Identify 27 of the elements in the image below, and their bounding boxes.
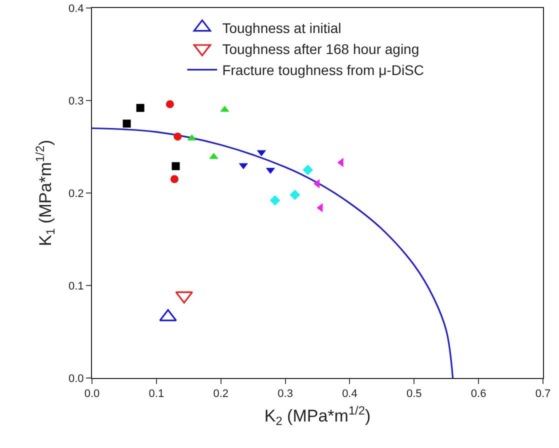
point xyxy=(170,175,178,184)
point xyxy=(136,104,144,112)
point xyxy=(174,132,182,141)
x-tick-label: 0.5 xyxy=(406,388,422,400)
y-tick-label: 0.0 xyxy=(68,372,84,385)
point xyxy=(122,120,131,128)
legend-label: Fracture toughness from μ-DiSC xyxy=(222,62,424,78)
y-tick-label: 0.3 xyxy=(68,95,84,108)
x-axis-title: K$_{2}$ (MPa*m$^{1/2}$) xyxy=(264,403,371,428)
point xyxy=(166,100,174,108)
point xyxy=(270,195,280,206)
x-tick-label: 0.0 xyxy=(84,388,100,400)
legend-label: Toughness at initial xyxy=(222,20,342,36)
line-series xyxy=(92,127,454,378)
x-tick-label: 0.4 xyxy=(342,388,358,400)
x-tick-label: 0.2 xyxy=(213,388,229,400)
point xyxy=(172,162,180,170)
legend-label: Toughness after 168 hour aging xyxy=(222,40,420,57)
point xyxy=(302,164,314,176)
x-tick-label: 0.7 xyxy=(535,388,551,400)
y-tick-label: 0.1 xyxy=(68,280,84,292)
point xyxy=(290,190,300,200)
x-tick-label: 0.1 xyxy=(148,388,164,400)
x-tick-label: 0.6 xyxy=(470,388,486,400)
y-tick-label: 0.4 xyxy=(68,2,84,15)
x-tick-label: 0.3 xyxy=(278,388,293,400)
y-tick-label: 0.2 xyxy=(68,188,84,200)
